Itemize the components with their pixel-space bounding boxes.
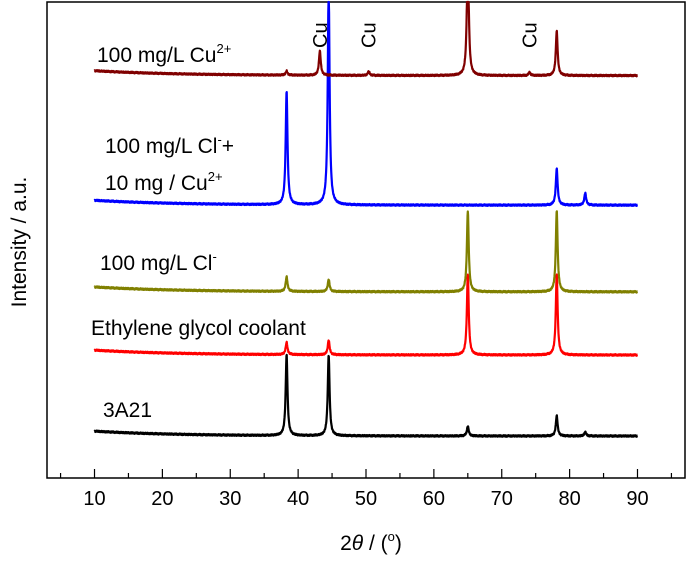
series-line (93, 210, 639, 294)
series-line (93, 273, 639, 357)
peak-annotation-cu: Cu (310, 22, 332, 48)
x-tick-label: 50 (355, 488, 377, 510)
series-labels: 3A21 Ethylene glycol coolant 100 mg/L Cl- 1… (91, 41, 306, 422)
x-axis-tick-labels: 10 20 30 40 50 60 70 80 90 (83, 488, 648, 510)
series-label: 100 mg/L Cl- (100, 249, 217, 275)
series-line (93, 0, 639, 78)
peak-annotation-cu: Cu (520, 22, 542, 48)
x-tick-label: 20 (151, 488, 173, 510)
y-axis-title: Intensity / a.u. (8, 177, 31, 308)
series-label: 10 mg / Cu2+ (105, 169, 223, 195)
x-tick-label: 60 (423, 488, 445, 510)
x-tick-label: 90 (626, 488, 648, 510)
series-label: Ethylene glycol coolant (91, 317, 306, 340)
x-axis-title: 2θ / (o) (340, 529, 402, 555)
series-line (93, 0, 639, 208)
x-tick-label: 40 (287, 488, 309, 510)
series-label: 100 mg/L Cl-+ (105, 132, 234, 158)
peak-annotations: Cu Cu Cu (310, 22, 542, 48)
x-tick-label: 30 (219, 488, 241, 510)
series-line (93, 353, 639, 438)
peak-annotation-cu: Cu (359, 22, 381, 48)
x-tick-label: 70 (491, 488, 513, 510)
series-lines (93, 0, 639, 438)
x-tick-label: 10 (83, 488, 105, 510)
series-label: 100 mg/L Cu2+ (97, 41, 231, 67)
x-axis-ticks (59, 469, 673, 478)
x-tick-label: 80 (558, 488, 580, 510)
series-label: 3A21 (103, 399, 152, 422)
